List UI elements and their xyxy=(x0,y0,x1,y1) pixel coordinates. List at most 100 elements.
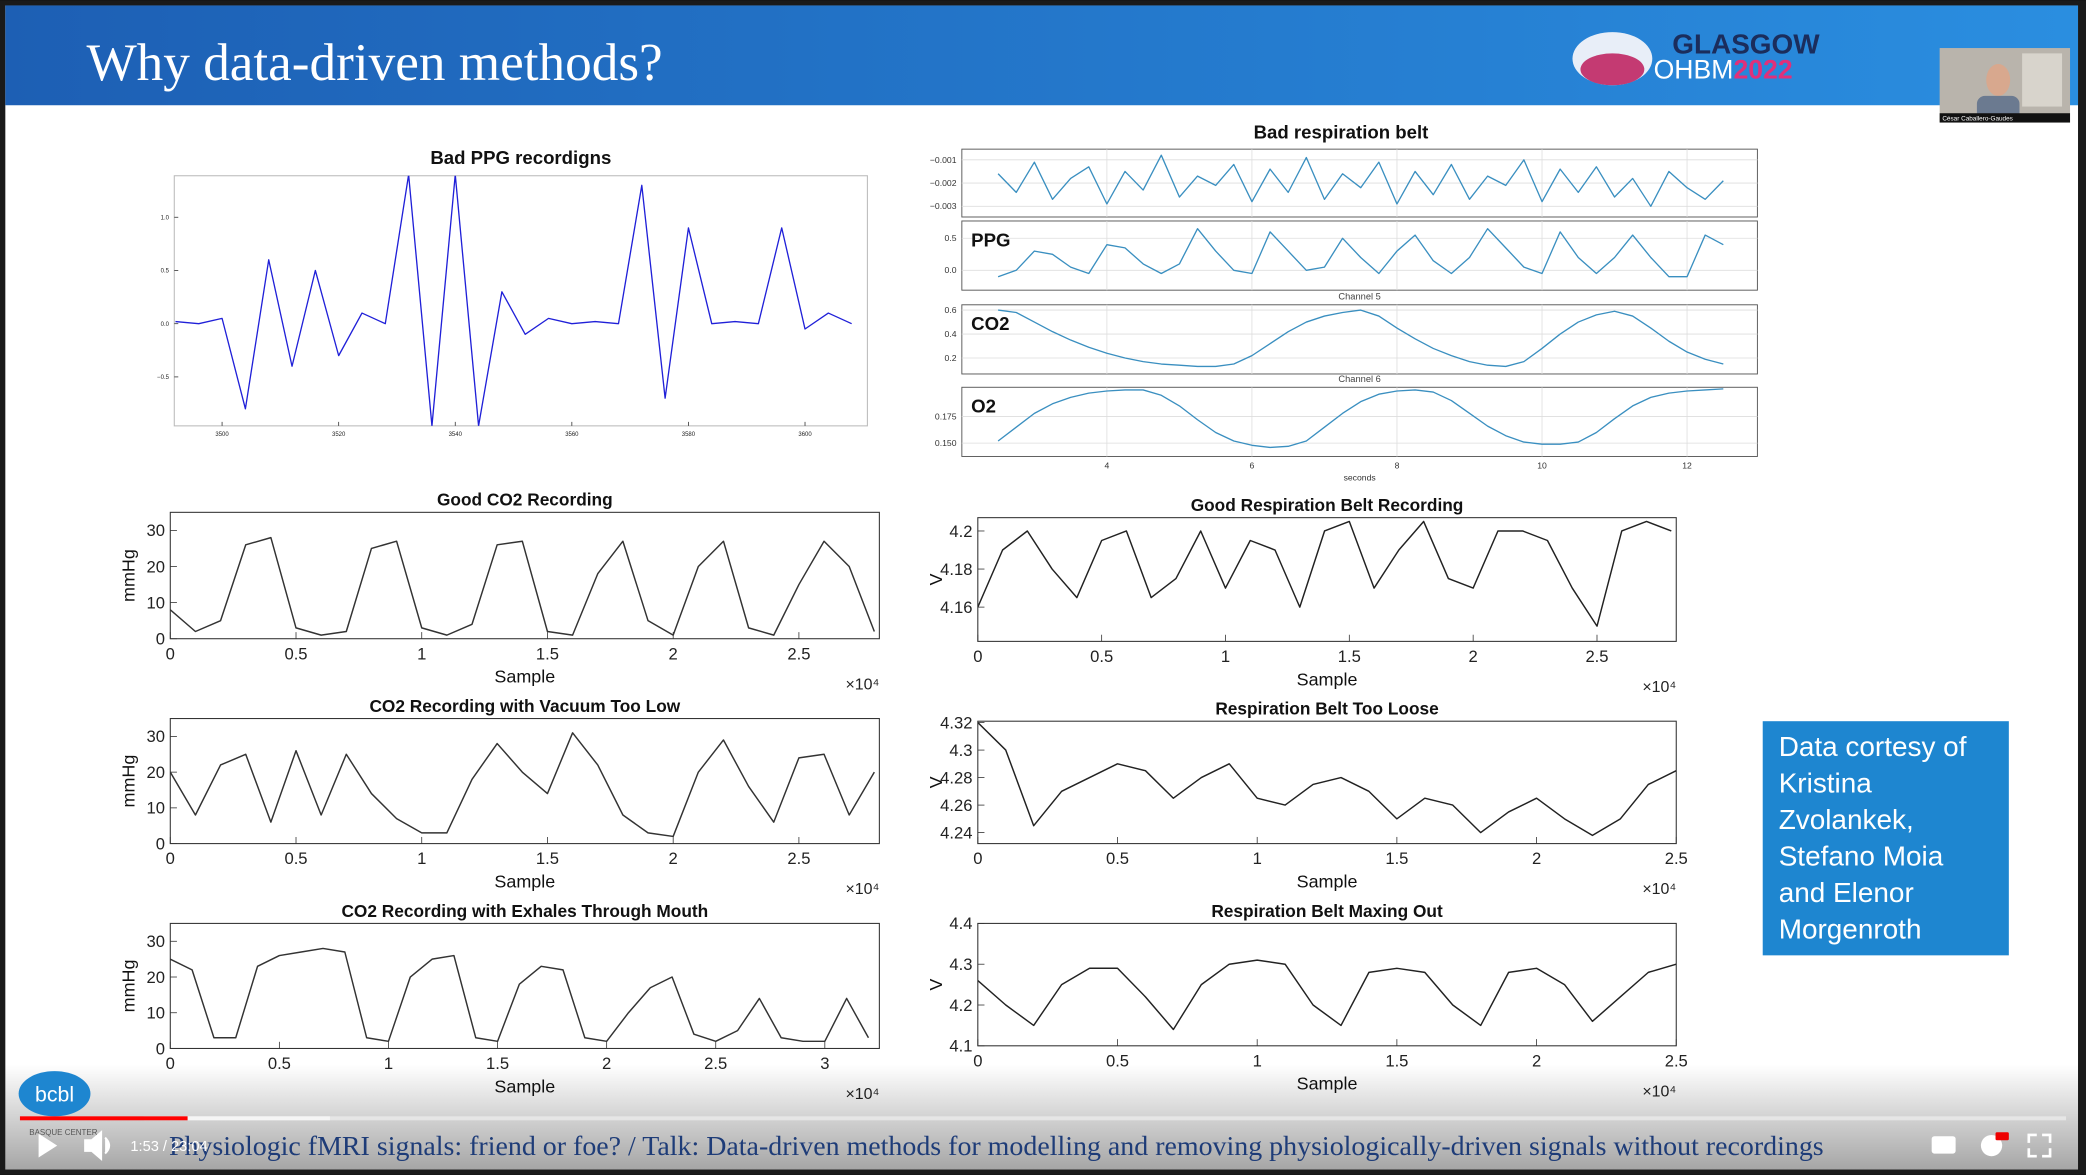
y-tick-label: 20 xyxy=(146,557,164,576)
y-tick-label: 4.28 xyxy=(940,768,972,787)
data-line xyxy=(170,732,875,838)
data-line xyxy=(170,536,876,636)
y-tick-label: 4.2 xyxy=(949,522,972,541)
chart-title: Good CO2 Recording xyxy=(437,490,613,510)
panel-label: CO2 xyxy=(971,313,1009,334)
chart-title: Bad respiration belt xyxy=(1254,122,1429,143)
panel-label: O2 xyxy=(971,396,996,417)
y-tick-label: 0 xyxy=(156,1039,165,1058)
progress-track[interactable] xyxy=(19,1116,2067,1121)
y-axis-label: V xyxy=(926,776,946,788)
y-axis-label: mmHg xyxy=(118,960,138,1013)
data-line xyxy=(997,388,1724,449)
plot-frame xyxy=(169,922,880,1050)
x-tick-label: 0 xyxy=(166,1054,175,1073)
player-shade xyxy=(5,1064,2079,1170)
x-tick-label: 1 xyxy=(417,644,426,663)
x-tick-label: 0 xyxy=(166,849,175,868)
y-tick-label: 4.32 xyxy=(940,713,972,732)
x-tick-label: 3520 xyxy=(332,432,346,438)
x-tick-label: 6 xyxy=(1250,460,1255,470)
y-tick-label: 4.4 xyxy=(949,914,972,933)
x-tick-label: 0.5 xyxy=(284,644,307,663)
y-tick-label: 30 xyxy=(146,521,164,540)
institute-logo-text: bcbl xyxy=(35,1083,74,1107)
chart-title: Good Respiration Belt Recording xyxy=(1191,495,1464,515)
institute-badge xyxy=(18,1071,91,1117)
x-tick-label: 1 xyxy=(417,849,426,868)
chart-title: Respiration Belt Too Loose xyxy=(1215,699,1439,719)
x-tick-label: 1 xyxy=(384,1054,393,1073)
data-line xyxy=(977,722,1677,837)
y-axis-label: V xyxy=(926,979,946,991)
chart-title: CO2 Recording with Vacuum Too Low xyxy=(369,696,680,716)
plot-frame xyxy=(169,511,880,640)
x-tick-label: 0.5 xyxy=(1106,849,1129,868)
progress-played xyxy=(19,1116,188,1121)
y-tick-label: −0.003 xyxy=(930,201,957,211)
institute-name: BASQUE CENTER xyxy=(29,1128,97,1137)
x-tick-label: 3580 xyxy=(682,432,696,438)
talk-subtitle: Physiologic fMRI signals: friend or foe?… xyxy=(169,1131,1824,1162)
credit-line: Kristina xyxy=(1779,767,1873,798)
logo-year: 2022 xyxy=(1733,55,1792,85)
x-tick-label: 1.5 xyxy=(1338,647,1361,666)
y-tick-label: −0.001 xyxy=(930,155,957,165)
y-tick-label: 20 xyxy=(146,763,164,782)
x-axis-label: Sample xyxy=(494,871,555,891)
x-tick-label: 10 xyxy=(1537,460,1547,470)
slide-title: Why data-driven methods? xyxy=(86,33,662,92)
y-axis-label: mmHg xyxy=(118,549,138,602)
fullscreen-button[interactable] xyxy=(2027,1133,2052,1158)
chart-title: Bad PPG recordigns xyxy=(430,147,611,168)
play-button[interactable] xyxy=(38,1133,58,1158)
x-tick-label: 2.5 xyxy=(1585,647,1608,666)
y-tick-label: 30 xyxy=(146,932,164,951)
y-tick-label: 1.0 xyxy=(161,215,170,221)
y-tick-label: 0.150 xyxy=(935,438,957,448)
y-tick-label: 4.1 xyxy=(949,1037,972,1056)
captions-button[interactable] xyxy=(1931,1136,1956,1154)
credit-line: and Elenor xyxy=(1779,877,1914,908)
webcam-background xyxy=(2022,53,2063,107)
x-tick-label: 0 xyxy=(973,849,982,868)
x-multiplier: ×10⁴ xyxy=(845,881,879,898)
x-tick-label: 1.5 xyxy=(536,644,559,663)
x-multiplier: ×10⁴ xyxy=(1642,679,1676,696)
plot-frame xyxy=(173,175,868,427)
x-axis-label: Sample xyxy=(1297,871,1358,891)
x-tick-label: 0 xyxy=(166,644,175,663)
y-tick-label: 0.0 xyxy=(161,322,170,328)
y-tick-label: 0.4 xyxy=(945,329,957,339)
logo-org: OHBM xyxy=(1654,55,1734,85)
credit-line: Data cortesy of xyxy=(1779,731,1967,762)
y-tick-label: 4.3 xyxy=(949,741,972,760)
volume-button[interactable] xyxy=(84,1130,111,1162)
y-tick-label: −0.5 xyxy=(157,375,169,381)
chart-title: CO2 Recording with Exhales Through Mouth xyxy=(341,901,708,921)
x-tick-label: 2.5 xyxy=(787,644,810,663)
logo-brain xyxy=(1580,53,1645,86)
x-tick-label: 2 xyxy=(1469,647,1478,666)
y-tick-label: 4.3 xyxy=(949,955,972,974)
credit-line: Morgenroth xyxy=(1779,914,1922,945)
credit-line: Zvolankek, xyxy=(1779,804,1914,835)
x-tick-label: 12 xyxy=(1682,460,1692,470)
x-tick-label: 1.5 xyxy=(536,849,559,868)
webcam: César Caballero-Gaudes xyxy=(1939,48,2071,123)
x-tick-label: 2 xyxy=(602,1054,611,1073)
y-tick-label: 4.24 xyxy=(940,823,972,842)
chart-title: Respiration Belt Maxing Out xyxy=(1211,901,1443,921)
logo-name: GLASGOW xyxy=(1672,28,1820,59)
x-axis-label: Sample xyxy=(494,667,555,687)
credit-box: Data cortesy of Kristina Zvolankek, Stefano… xyxy=(1762,721,2009,956)
x-tick-label: 3560 xyxy=(565,432,579,438)
credit-line: Stefano Moia xyxy=(1779,841,1944,872)
x-tick-label: 2 xyxy=(1532,1051,1541,1070)
webcam-caption: César Caballero-Gaudes xyxy=(1942,116,2013,123)
y-tick-label: 10 xyxy=(146,799,164,818)
credit-background xyxy=(1762,721,2009,956)
x-multiplier: ×10⁴ xyxy=(1642,881,1676,898)
x-multiplier: ×10⁴ xyxy=(845,676,879,693)
